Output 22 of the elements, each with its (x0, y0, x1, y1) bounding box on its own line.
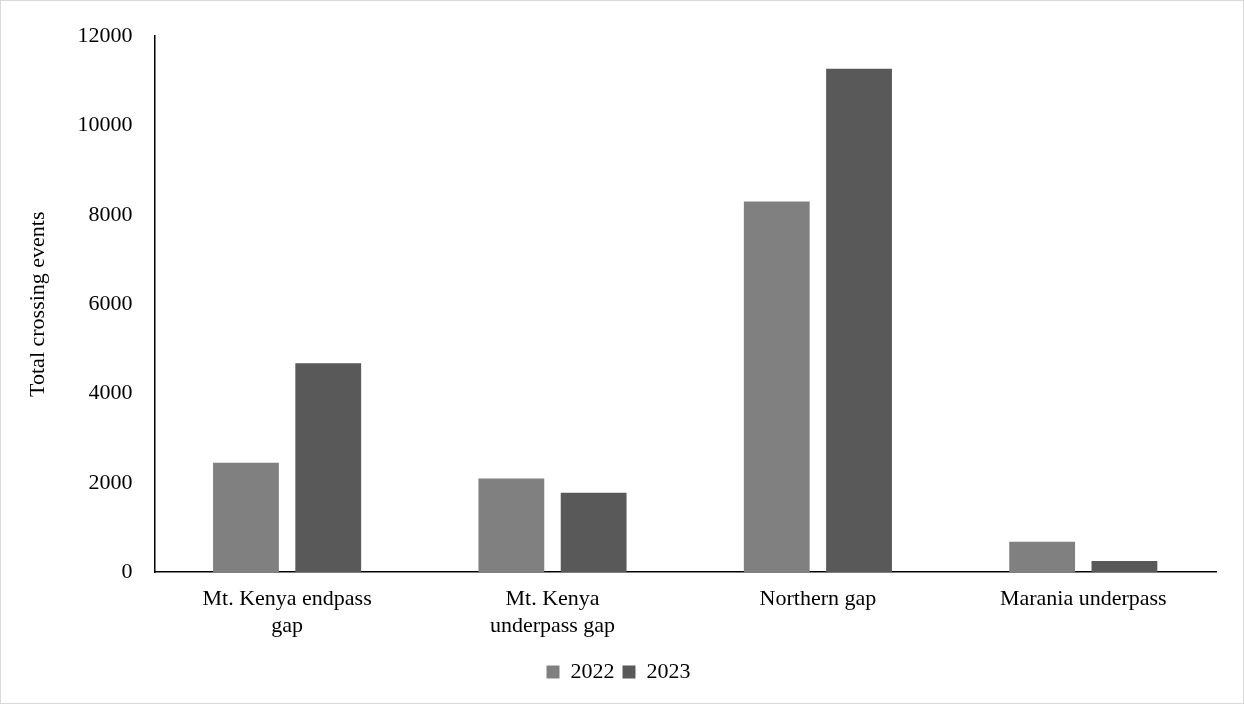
bar (1009, 541, 1076, 573)
bar (826, 68, 892, 573)
legend-label: 2022 (570, 657, 615, 683)
bar (560, 492, 627, 573)
y-tick-label: 4000 (88, 379, 133, 405)
y-tick-label: 0 (121, 557, 133, 583)
bar (213, 462, 279, 573)
y-axis-title: Total crossing events (23, 211, 49, 397)
y-tick-label: 6000 (88, 289, 133, 315)
x-tick-label: Mt. Kenya endpass gap (202, 585, 372, 637)
x-tick-label: Northern gap (759, 585, 877, 611)
bar (295, 363, 362, 573)
bar (478, 478, 545, 573)
y-tick-label: 8000 (88, 200, 133, 226)
bar (1091, 561, 1158, 573)
y-tick-label: 12000 (77, 21, 133, 47)
bar (743, 201, 810, 573)
y-tick-label: 2000 (88, 468, 133, 494)
legend-label: 2023 (646, 657, 691, 683)
x-tick-label: Marania underpass (999, 585, 1167, 611)
y-tick-label: 10000 (77, 111, 133, 137)
x-tick-label: Mt. Kenya underpass gap (489, 585, 616, 637)
